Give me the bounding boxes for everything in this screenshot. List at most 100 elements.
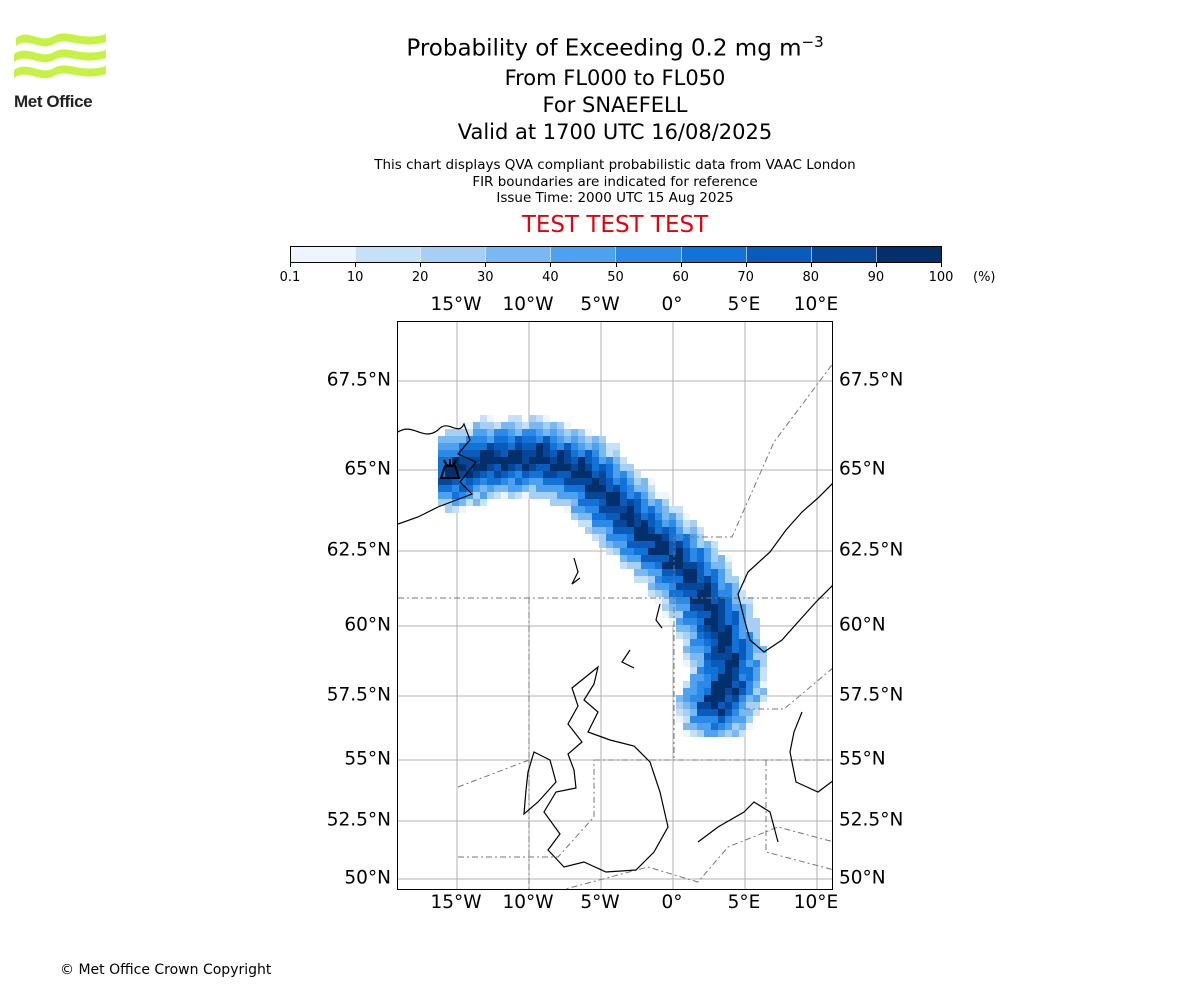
- main-title: Probability of Exceeding 0.2 mg m−3: [300, 26, 930, 65]
- fir-boundary-line: [563, 826, 832, 889]
- plume-cell: [634, 576, 641, 583]
- plume-cell: [578, 436, 585, 443]
- plume-cell: [578, 429, 585, 436]
- plume-cell: [711, 555, 718, 562]
- latitude-label-left: 62.5°N: [326, 539, 391, 561]
- plume-cell: [690, 625, 697, 632]
- colorbar-tick-label: 70: [737, 270, 754, 285]
- longitude-label-bottom: 10°W: [502, 892, 554, 913]
- plume-cell: [690, 716, 697, 723]
- plume-cell: [718, 646, 725, 653]
- plume-cell: [697, 632, 704, 639]
- plume-cell: [571, 443, 578, 450]
- colorbar-segment: [680, 247, 746, 262]
- plume-cell: [557, 436, 564, 443]
- plume-cell: [690, 590, 697, 597]
- plume-cell: [634, 527, 641, 534]
- plume-cell: [683, 646, 690, 653]
- plume-cell: [704, 576, 711, 583]
- plume-cell: [662, 555, 669, 562]
- plume-cell: [704, 562, 711, 569]
- colorbar-tick-label: 50: [607, 270, 624, 285]
- colorbar-tick-mark: [680, 263, 682, 267]
- plume-cell: [739, 681, 746, 688]
- plume-cell: [732, 618, 739, 625]
- plume-cell: [683, 597, 690, 604]
- plume-cell: [585, 492, 592, 499]
- plume-cell: [641, 541, 648, 548]
- plume-cell: [690, 667, 697, 674]
- plume-cell: [648, 548, 655, 555]
- plume-cell: [620, 555, 627, 562]
- plume-cell: [459, 429, 466, 436]
- plume-cell: [641, 527, 648, 534]
- plume-cell: [725, 653, 732, 660]
- plume-cell: [585, 464, 592, 471]
- plume-cell: [690, 527, 697, 534]
- plume-cell: [655, 590, 662, 597]
- plume-cell: [613, 450, 620, 457]
- plume-cell: [445, 478, 452, 485]
- plume-cell: [599, 541, 606, 548]
- plume-cell: [746, 660, 753, 667]
- copyright: © Met Office Crown Copyright: [60, 962, 272, 978]
- plume-cell: [480, 429, 487, 436]
- plume-cell: [557, 450, 564, 457]
- plume-cell: [683, 639, 690, 646]
- plume-cell: [683, 513, 690, 520]
- plume-cell: [578, 443, 585, 450]
- plume-cell: [599, 492, 606, 499]
- plume-cell: [585, 527, 592, 534]
- plume-cell: [522, 464, 529, 471]
- plume-cell: [494, 485, 501, 492]
- plume-cell: [732, 688, 739, 695]
- plume-cell: [543, 429, 550, 436]
- plume-cell: [690, 688, 697, 695]
- plume-cell: [648, 576, 655, 583]
- plume-cell: [648, 527, 655, 534]
- plume-cell: [627, 527, 634, 534]
- plume-cell: [543, 436, 550, 443]
- plume-cell: [627, 548, 634, 555]
- plume-cell: [480, 485, 487, 492]
- plume-cell: [508, 436, 515, 443]
- plume-cell: [564, 464, 571, 471]
- plume-cell: [501, 429, 508, 436]
- plume-cell: [599, 527, 606, 534]
- map-canvas: [398, 322, 832, 889]
- plume-cell: [550, 429, 557, 436]
- plume-cell: [536, 422, 543, 429]
- plume-cell: [753, 632, 760, 639]
- plume-cell: [683, 688, 690, 695]
- plume-cell: [452, 492, 459, 499]
- plume-cell: [697, 639, 704, 646]
- plume-cell: [606, 548, 613, 555]
- plume-cell: [711, 625, 718, 632]
- plume-cell: [606, 499, 613, 506]
- plume-cell: [522, 443, 529, 450]
- plume-cell: [704, 611, 711, 618]
- plume-cell: [683, 730, 690, 737]
- colorbar-segment: [355, 247, 421, 262]
- plume-cell: [515, 471, 522, 478]
- plume-cell: [599, 485, 606, 492]
- plume-cell: [704, 604, 711, 611]
- plume-cell: [690, 576, 697, 583]
- plume-cell: [641, 576, 648, 583]
- plume-cell: [746, 688, 753, 695]
- plume-cell: [550, 436, 557, 443]
- plume-cell: [732, 597, 739, 604]
- plume-cell: [676, 562, 683, 569]
- plume-cell: [739, 688, 746, 695]
- plume-cell: [669, 506, 676, 513]
- fir-boundaries: [398, 363, 832, 889]
- plume-cell: [683, 604, 690, 611]
- plume-cell: [592, 527, 599, 534]
- plume-cell: [655, 492, 662, 499]
- plume-cell: [753, 709, 760, 716]
- plume-cell: [697, 660, 704, 667]
- info-line-qva: This chart displays QVA compliant probab…: [374, 157, 856, 173]
- plume-cell: [648, 478, 655, 485]
- plume-cell: [641, 513, 648, 520]
- plume-cell: [459, 499, 466, 506]
